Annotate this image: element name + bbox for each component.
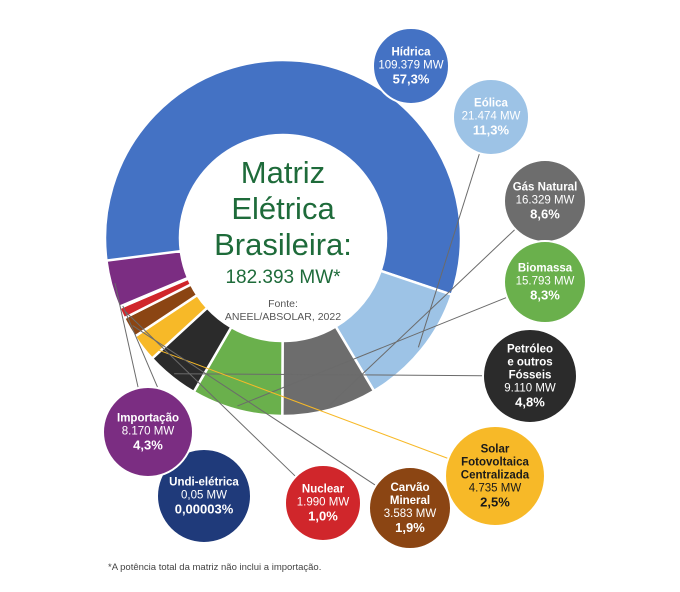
slice-percent: 8,6% [530, 207, 560, 222]
slice-0 [103, 58, 463, 297]
chart-total: 182.393 MW* [225, 267, 341, 288]
slice-label-bubble [503, 240, 587, 324]
slice-name: e outros [507, 357, 552, 369]
leader-line-9 [114, 283, 139, 389]
pie-slices [103, 58, 463, 418]
slice-label-bubble [372, 27, 450, 105]
donut-hole [181, 136, 385, 340]
leader-line-4 [174, 373, 484, 377]
slice-value: 3.583 MW [384, 508, 437, 520]
slice-name: Solar [481, 444, 510, 456]
leader-line-7 [124, 311, 297, 477]
slice-name: Petróleo [507, 344, 553, 356]
slice-value: 9.110 MW [504, 383, 556, 395]
slice-name: Hídrica [392, 47, 432, 59]
chart-center: Matriz Elétrica Brasileira: 182.393 MW* … [214, 155, 352, 323]
slice-value: 4.735 MW [469, 483, 522, 495]
slice-name: Centralizada [461, 470, 530, 482]
slice-name: Nuclear [302, 484, 345, 496]
leader-line-3 [237, 296, 508, 407]
slice-value: 16.329 MW [516, 195, 575, 207]
slice-label-bubble [482, 328, 578, 424]
slice-name: Eólica [474, 98, 508, 110]
slice-value: 8.170 MW [122, 426, 175, 438]
slice-label-bubble [444, 425, 546, 527]
footnote: *A potência total da matriz não inclui a… [108, 562, 321, 573]
slice-value: 1.990 MW [297, 497, 350, 509]
slice-percent: 4,3% [133, 438, 163, 453]
slice-name: Mineral [390, 495, 430, 507]
slice-label-bubble [368, 466, 452, 550]
slice-label-bubble [102, 386, 194, 478]
slice-percent: 0,00003% [175, 502, 234, 517]
slice-value: 21.474 MW [462, 111, 521, 123]
leader-line-6 [132, 325, 377, 486]
slice-name: Importação [117, 413, 179, 425]
slice-percent: 1,0% [308, 509, 338, 524]
leader-line-2 [328, 228, 516, 407]
slice-percent: 57,3% [393, 72, 430, 87]
slice-percent: 1,9% [395, 520, 425, 535]
slice-label-bubble [156, 448, 252, 544]
slice-9 [105, 249, 190, 309]
slice-name: Carvão [391, 482, 430, 494]
source-label: Fonte: [268, 298, 298, 310]
slice-name: Undi-elétrica [169, 477, 239, 489]
slice-percent: 8,3% [530, 288, 560, 303]
slice-percent: 11,3% [473, 123, 510, 138]
slice-name: Gás Natural [513, 182, 578, 194]
source-text: ANEEL/ABSOLAR, 2022 [225, 311, 341, 323]
slice-label-bubble [284, 464, 362, 542]
slice-value: 0,05 MW [181, 490, 227, 502]
leader-line-5 [145, 344, 449, 459]
chart-title-line-3: Brasileira: [214, 227, 352, 262]
slice-percent: 2,5% [480, 495, 510, 510]
slice-percent: 4,8% [515, 395, 545, 410]
slice-label-bubble [452, 78, 530, 156]
chart-title-line-2: Elétrica [231, 191, 335, 226]
slice-name: Fósseis [509, 370, 552, 382]
chart-title-line-1: Matriz [241, 155, 325, 190]
slice-value: 15.793 MW [516, 276, 575, 288]
leader-line-1 [417, 153, 481, 348]
slice-name: Biomassa [518, 263, 573, 275]
slice-name: Fotovoltaica [461, 457, 529, 469]
slice-value: 109.379 MW [378, 60, 443, 72]
